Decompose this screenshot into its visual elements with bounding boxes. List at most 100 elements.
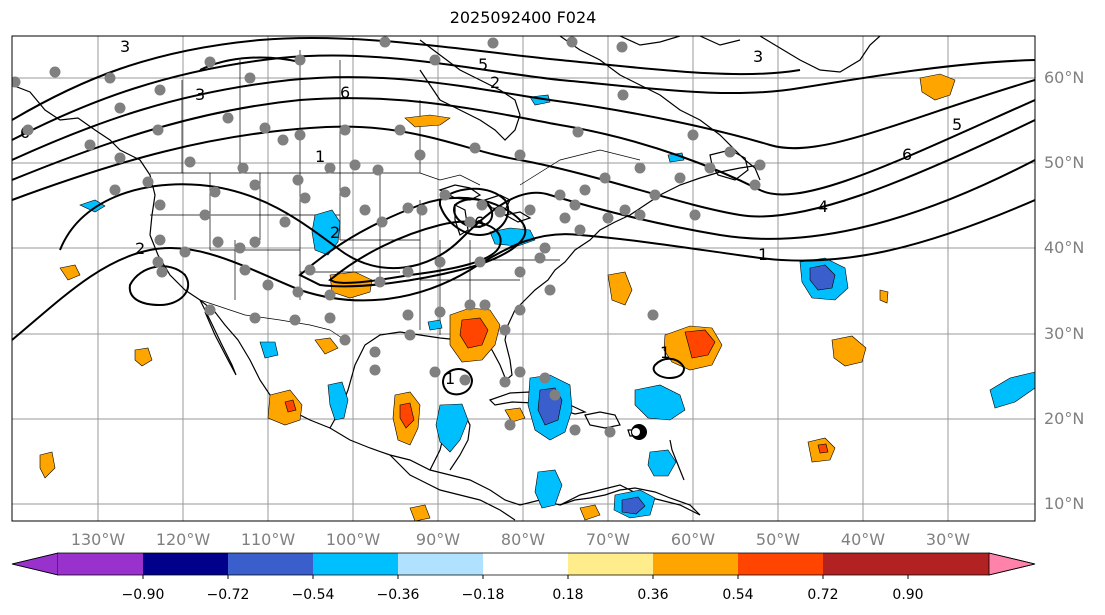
- colorbar-segment: [483, 553, 568, 575]
- contour-label: 6: [340, 83, 350, 102]
- station-dot: [374, 276, 386, 288]
- map-title: 2025092400 F024: [449, 8, 597, 27]
- colorbar-tick-label: 0.36: [637, 587, 668, 603]
- station-dot: [199, 209, 211, 221]
- station-dot: [209, 186, 221, 198]
- station-dot: [572, 126, 584, 138]
- station-dot: [349, 159, 361, 171]
- station-dot: [179, 246, 191, 258]
- station-dot: [152, 124, 164, 136]
- lat-label-10n: 10°N: [1044, 494, 1084, 513]
- station-dot: [574, 224, 586, 236]
- station-dot: [324, 289, 336, 301]
- station-dot: [724, 146, 736, 158]
- station-dot: [154, 234, 166, 246]
- contour-label: 1: [445, 369, 455, 388]
- station-dot: [514, 366, 526, 378]
- station-dot: [114, 152, 126, 164]
- colorbar-tick-label: −0.18: [462, 587, 505, 603]
- station-dot: [559, 212, 571, 224]
- colorbar-segment: [823, 553, 989, 575]
- colorbar-tick-label: −0.72: [207, 587, 250, 603]
- lon-label-40w: 40°W: [841, 530, 885, 549]
- lon-label-90w: 90°W: [416, 530, 460, 549]
- station-dot: [416, 204, 428, 216]
- contour-label: 2: [135, 239, 145, 258]
- station-dot: [204, 56, 216, 68]
- station-dot: [464, 299, 476, 311]
- lon-label-80w: 80°W: [501, 530, 545, 549]
- station-dot: [152, 256, 164, 268]
- colorbar-segment: [313, 553, 398, 575]
- station-dot: [376, 216, 388, 228]
- station-dot: [299, 192, 311, 204]
- station-dot: [689, 209, 701, 221]
- station-dot: [579, 184, 591, 196]
- colorbar-outline: [11, 552, 1036, 576]
- contour-label: 5: [952, 115, 962, 134]
- station-dot: [634, 162, 646, 174]
- station-dot: [156, 266, 168, 278]
- station-dot: [439, 189, 451, 201]
- station-dot: [494, 206, 506, 218]
- station-dot: [114, 102, 126, 114]
- colorbar-tick-label: −0.54: [292, 587, 335, 603]
- station-dot: [569, 424, 581, 436]
- station-dot: [294, 54, 306, 66]
- lon-label-50w: 50°W: [756, 530, 800, 549]
- station-dot: [524, 204, 536, 216]
- station-dot: [704, 162, 716, 174]
- station-dot: [514, 266, 526, 278]
- lat-label-30n: 30°N: [1044, 324, 1084, 343]
- station-dot: [104, 72, 116, 84]
- station-dot: [414, 149, 426, 161]
- station-dot: [544, 284, 556, 296]
- colorbar-segment: [143, 553, 228, 575]
- contour-label: 2: [330, 223, 340, 242]
- station-dot: [602, 212, 614, 224]
- colorbar-segment: [228, 553, 313, 575]
- station-dot: [749, 179, 761, 191]
- station-dot: [402, 202, 414, 214]
- colorbar-tick-label: 0.18: [552, 587, 583, 603]
- contour-label: 3: [120, 37, 130, 56]
- station-dot: [619, 204, 631, 216]
- station-dot: [259, 122, 271, 134]
- station-dot: [109, 184, 121, 196]
- station-dot: [504, 419, 516, 431]
- station-dot: [647, 309, 659, 321]
- lon-label-60w: 60°W: [671, 530, 715, 549]
- station-dot: [369, 346, 381, 358]
- station-dot: [604, 426, 616, 438]
- station-dot: [539, 242, 551, 254]
- station-dot: [279, 216, 291, 228]
- station-dot: [394, 124, 406, 136]
- station-dot: [566, 36, 578, 48]
- station-dot: [289, 314, 301, 326]
- station-dot: [534, 252, 546, 264]
- colorbar: [11, 552, 1036, 576]
- station-dot: [184, 156, 196, 168]
- lon-label-70w: 70°W: [586, 530, 630, 549]
- hurricane-symbol: [631, 424, 647, 440]
- station-dot: [649, 189, 661, 201]
- latitude-labels: 60°N 50°N 40°N 30°N 20°N 10°N: [1044, 68, 1084, 513]
- contour-label: 4: [818, 197, 828, 216]
- station-dot: [239, 264, 251, 276]
- contour-label: 1: [660, 343, 670, 362]
- station-dot: [304, 264, 316, 276]
- station-dot: [234, 242, 246, 254]
- station-dot: [569, 199, 581, 211]
- lon-label-130w: 130°W: [71, 530, 126, 549]
- station-dot: [212, 236, 224, 248]
- station-dot: [474, 256, 486, 268]
- colorbar-tick-label: −0.36: [377, 587, 420, 603]
- lat-label-60n: 60°N: [1044, 68, 1084, 87]
- contour-label: 5: [478, 55, 488, 74]
- colorbar-segment: [653, 553, 738, 575]
- station-dot: [434, 306, 446, 318]
- station-dot: [49, 66, 61, 78]
- station-dot: [554, 189, 566, 201]
- station-dot: [244, 72, 256, 84]
